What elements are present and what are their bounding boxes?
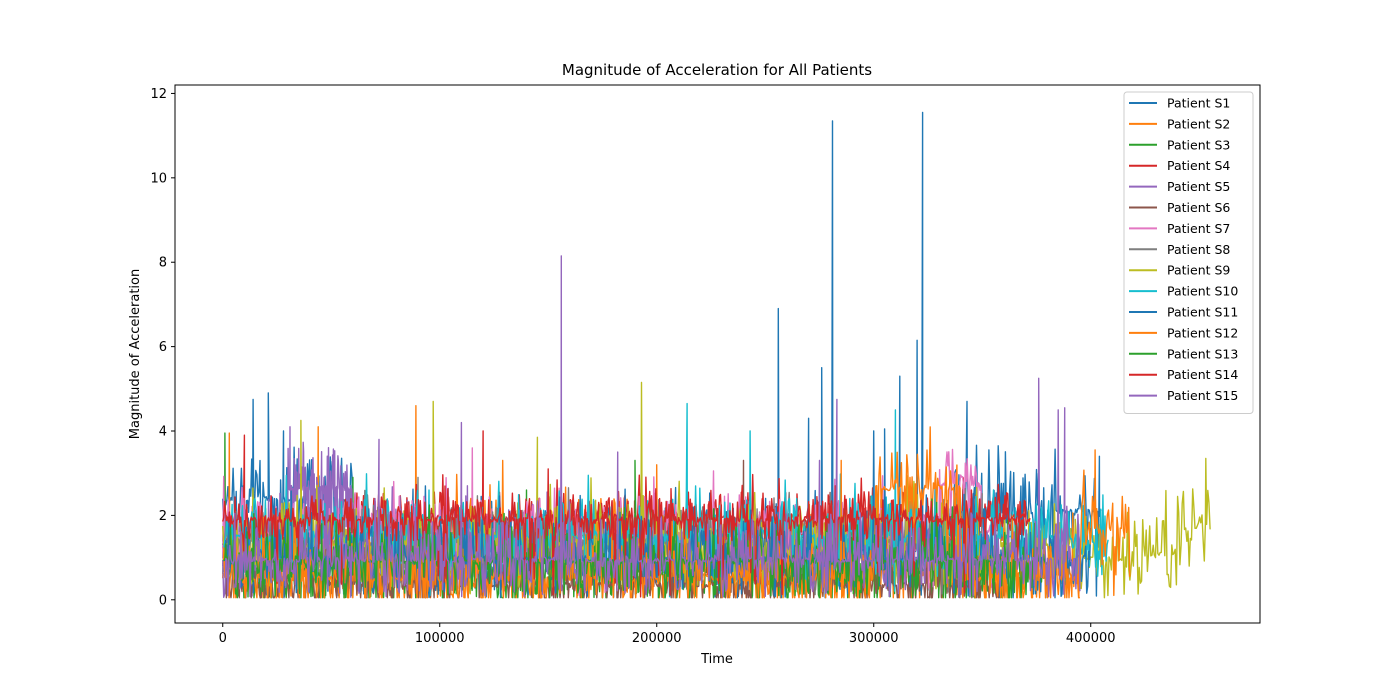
legend-label: Patient S14 [1167,367,1238,382]
y-axis-label: Magnitude of Acceleration [128,269,143,439]
plot-area [222,111,1211,599]
legend-label: Patient S13 [1167,346,1238,361]
x-axis-label: Time [700,652,733,667]
legend-label: Patient S1 [1167,96,1230,111]
legend-label: Patient S15 [1167,388,1238,403]
legend-label: Patient S7 [1167,221,1230,236]
series-line-15 [222,377,1081,598]
legend-label: Patient S5 [1167,179,1230,194]
y-tick-label: 0 [159,593,167,608]
series-line-14 [222,468,1031,598]
axis-ticks: 0 100000 200000 300000 400000 0 2 4 6 8 10 12 [150,87,1115,646]
legend-label: Patient S11 [1167,305,1238,320]
y-tick-label: 10 [150,171,167,186]
legend-label: Patient S8 [1167,242,1230,257]
legend-label: Patient S10 [1167,284,1238,299]
x-tick-label: 100000 [415,631,465,646]
chart-title: Magnitude of Acceleration for All Patien… [562,61,872,79]
y-tick-label: 12 [150,87,167,102]
x-tick-label: 0 [219,631,227,646]
axes-frame [174,84,1261,624]
legend: Patient S1 Patient S2 Patient S3 Patient S4… [1123,91,1254,414]
legend-label: Patient S2 [1167,116,1230,131]
x-tick-label: 400000 [1066,631,1116,646]
legend-label: Patient S6 [1167,200,1230,215]
x-tick-label: 300000 [849,631,899,646]
legend-label: Patient S4 [1167,158,1230,173]
y-tick-label: 8 [159,256,167,271]
y-tick-label: 6 [159,340,167,355]
x-tick-label: 200000 [632,631,682,646]
y-tick-label: 4 [159,425,167,440]
legend-label: Patient S9 [1167,263,1230,278]
y-tick-label: 2 [159,509,167,524]
legend-label: Patient S12 [1167,325,1238,340]
legend-label: Patient S3 [1167,137,1230,152]
